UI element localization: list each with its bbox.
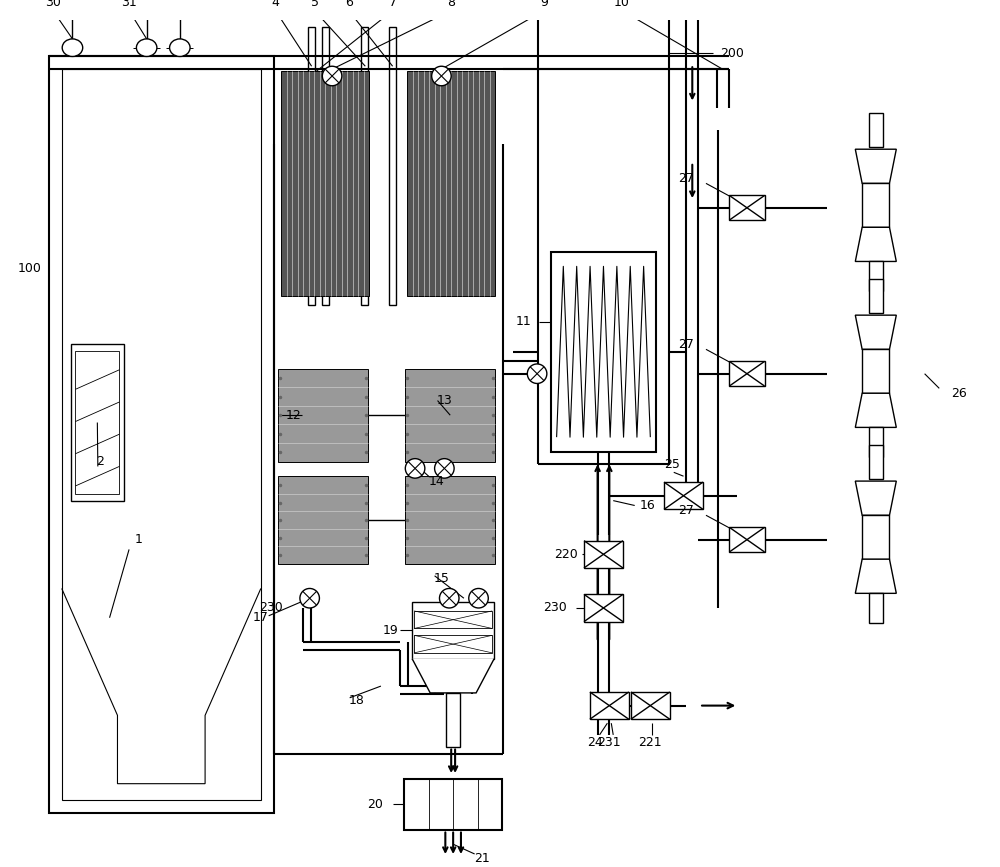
Text: 18: 18 xyxy=(349,694,364,707)
Polygon shape xyxy=(855,394,896,427)
Bar xyxy=(729,527,765,552)
Text: 5: 5 xyxy=(311,0,319,10)
Circle shape xyxy=(432,66,451,86)
Bar xyxy=(862,184,889,227)
Bar xyxy=(49,56,274,813)
Bar xyxy=(414,636,492,653)
Ellipse shape xyxy=(136,39,157,56)
Text: 17: 17 xyxy=(253,611,269,624)
Text: 1: 1 xyxy=(135,533,143,546)
Bar xyxy=(664,482,703,510)
Bar xyxy=(404,779,502,830)
Bar xyxy=(729,195,765,220)
Text: 200: 200 xyxy=(720,47,744,60)
Circle shape xyxy=(300,589,319,608)
Bar xyxy=(407,71,495,296)
Text: 230: 230 xyxy=(543,602,567,615)
Text: 12: 12 xyxy=(285,408,301,421)
Ellipse shape xyxy=(170,39,190,56)
Text: 220: 220 xyxy=(555,548,578,561)
Circle shape xyxy=(322,66,342,86)
Circle shape xyxy=(439,589,459,608)
Bar xyxy=(584,541,623,568)
Text: 30: 30 xyxy=(45,0,61,10)
Text: 26: 26 xyxy=(951,387,967,400)
Bar xyxy=(361,27,368,305)
Polygon shape xyxy=(412,659,494,693)
Polygon shape xyxy=(855,315,896,349)
Bar xyxy=(412,602,494,659)
Bar xyxy=(862,349,889,394)
Bar xyxy=(869,279,883,313)
Text: 10: 10 xyxy=(614,0,630,10)
Circle shape xyxy=(405,459,425,479)
Polygon shape xyxy=(855,481,896,515)
Text: 11: 11 xyxy=(516,316,531,329)
Bar xyxy=(551,251,656,452)
Text: 7: 7 xyxy=(389,0,397,10)
Text: 21: 21 xyxy=(475,852,490,865)
Bar xyxy=(389,27,396,305)
Text: 24: 24 xyxy=(587,736,603,749)
Circle shape xyxy=(435,459,454,479)
Text: 19: 19 xyxy=(383,624,399,637)
Circle shape xyxy=(527,364,547,383)
Text: 25: 25 xyxy=(664,458,680,471)
Bar xyxy=(869,262,883,290)
Text: 31: 31 xyxy=(121,0,137,10)
Text: 27: 27 xyxy=(679,172,694,185)
Bar xyxy=(446,693,460,746)
Text: 13: 13 xyxy=(436,394,452,407)
Text: 4: 4 xyxy=(272,0,279,10)
Text: 15: 15 xyxy=(433,572,449,585)
Bar xyxy=(414,611,492,629)
Bar xyxy=(62,69,261,800)
Bar xyxy=(278,476,368,564)
Polygon shape xyxy=(855,149,896,184)
Bar xyxy=(278,368,368,461)
Text: 16: 16 xyxy=(640,499,655,512)
Text: 230: 230 xyxy=(259,602,282,615)
Bar xyxy=(631,692,670,720)
Text: 221: 221 xyxy=(639,736,662,749)
Bar xyxy=(71,344,124,500)
Bar xyxy=(869,427,883,457)
Polygon shape xyxy=(855,559,896,593)
Bar xyxy=(862,515,889,559)
Text: 6: 6 xyxy=(345,0,353,10)
Bar xyxy=(869,593,883,623)
Bar xyxy=(729,362,765,386)
Bar xyxy=(405,368,495,461)
Bar xyxy=(75,351,119,494)
Bar xyxy=(538,0,669,465)
Bar xyxy=(308,27,315,305)
Text: 20: 20 xyxy=(367,798,383,811)
Bar xyxy=(405,476,495,564)
Bar xyxy=(590,692,629,720)
Bar xyxy=(869,113,883,147)
Text: 100: 100 xyxy=(18,262,41,275)
Ellipse shape xyxy=(62,39,83,56)
Text: 27: 27 xyxy=(679,504,694,517)
Bar xyxy=(584,594,623,622)
Bar xyxy=(281,71,369,296)
Text: 9: 9 xyxy=(540,0,548,10)
Text: 231: 231 xyxy=(598,736,621,749)
Text: 14: 14 xyxy=(429,474,444,487)
Bar xyxy=(869,445,883,479)
Polygon shape xyxy=(855,227,896,262)
Text: 27: 27 xyxy=(679,338,694,351)
Text: 8: 8 xyxy=(447,0,455,10)
Bar xyxy=(322,27,329,305)
Circle shape xyxy=(469,589,488,608)
Text: 2: 2 xyxy=(96,455,104,468)
